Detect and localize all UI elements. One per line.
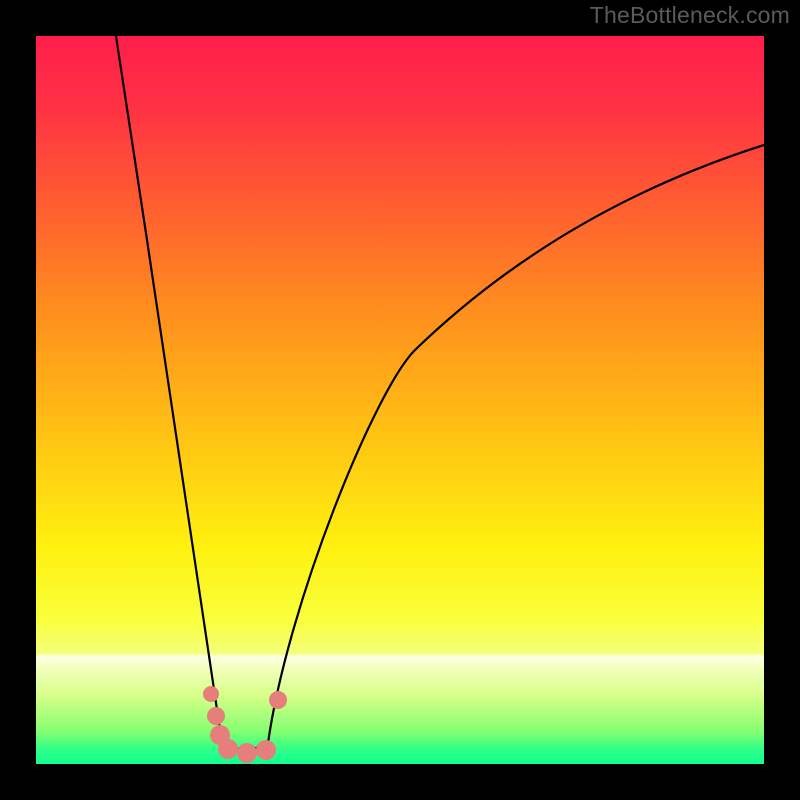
bottleneck-chart bbox=[0, 0, 800, 800]
data-marker bbox=[203, 686, 219, 702]
data-marker bbox=[218, 739, 238, 759]
data-marker bbox=[207, 707, 225, 725]
watermark-text: TheBottleneck.com bbox=[590, 2, 790, 29]
data-marker bbox=[269, 691, 287, 709]
plot-background bbox=[36, 36, 764, 764]
data-marker bbox=[237, 743, 257, 763]
chart-frame: TheBottleneck.com bbox=[0, 0, 800, 800]
data-marker bbox=[256, 740, 276, 760]
